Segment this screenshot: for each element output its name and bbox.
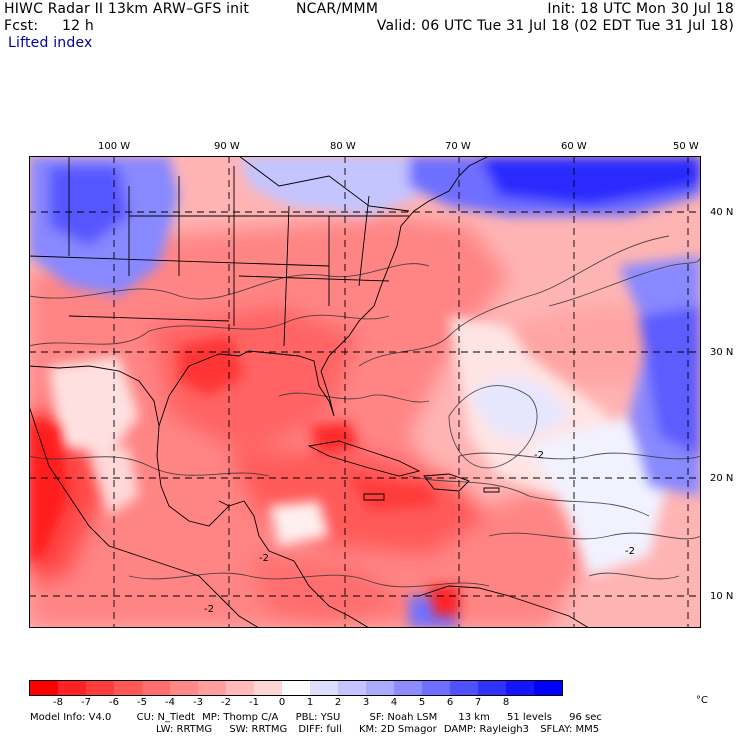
- colorbar-swatch: [338, 681, 366, 695]
- lifted-index-map: -2 -2 -2 -2: [29, 156, 701, 628]
- lon-label: 70 W: [445, 141, 471, 152]
- mp-scheme: MP: Thomp C/A: [202, 712, 279, 723]
- colorbar-tick-label: -6: [109, 697, 119, 708]
- colorbar-swatch: [58, 681, 86, 695]
- colorbar-swatch: [114, 681, 142, 695]
- colorbar-swatch: [142, 681, 170, 695]
- contour-label: -2: [534, 450, 544, 461]
- colorbar-swatch: [254, 681, 282, 695]
- lon-label: 90 W: [214, 141, 240, 152]
- sflay-scheme: SFLAY: MM5: [540, 724, 600, 735]
- fcst-label: Fcst:: [4, 18, 39, 34]
- contour-label: -2: [259, 553, 269, 564]
- colorbar-tick-label: 1: [306, 697, 314, 708]
- lon-label: 80 W: [330, 141, 356, 152]
- colorbar-swatch: [86, 681, 114, 695]
- colorbar-tick-label: 4: [390, 697, 398, 708]
- colorbar-tick-label: 3: [362, 697, 370, 708]
- fcst-value: 12 h: [62, 18, 94, 34]
- colorbar-tick-label: -1: [249, 697, 259, 708]
- contour-label: -2: [625, 546, 635, 557]
- resolution: 13 km: [458, 712, 490, 723]
- colorbar-unit: °C: [696, 695, 708, 706]
- lat-label: 40 N: [710, 207, 734, 218]
- lon-label: 100 W: [98, 141, 131, 152]
- diff-scheme: DIFF: full: [298, 724, 342, 735]
- colorbar-tick-label: -7: [81, 697, 91, 708]
- colorbar-swatch: [226, 681, 254, 695]
- lw-scheme: LW: RRTMG: [156, 724, 213, 735]
- colorbar-tick-label: 2: [334, 697, 342, 708]
- timestep: 96 sec: [569, 712, 602, 723]
- colorbar-tick-label: 0: [278, 697, 286, 708]
- colorbar-swatch: [394, 681, 422, 695]
- colorbar-tick-label: -4: [165, 697, 175, 708]
- km-scheme: KM: 2D Smagor: [358, 724, 437, 735]
- graticule: [29, 156, 701, 628]
- colorbar-tick-label: -5: [137, 697, 147, 708]
- colorbar-tick-label: 7: [474, 697, 482, 708]
- colorbar-tick-label: -3: [193, 697, 203, 708]
- coastlines: [29, 156, 590, 628]
- init-time: Init: 18 UTC Mon 30 Jul 18: [547, 1, 734, 17]
- colorbar-swatch: [170, 681, 198, 695]
- valid-time: Valid: 06 UTC Tue 31 Jul 18 (02 EDT Tue …: [376, 18, 734, 34]
- lat-label: 20 N: [710, 473, 734, 484]
- colorbar-swatch: [478, 681, 506, 695]
- field-name: Lifted index: [8, 35, 93, 51]
- contour-lines: [29, 235, 701, 588]
- org-label: NCAR/MMM: [296, 1, 379, 17]
- levels: 51 levels: [507, 712, 552, 723]
- lon-label: 50 W: [673, 141, 699, 152]
- colorbar-swatch: [534, 681, 562, 695]
- colorbar-tick-label: -2: [221, 697, 231, 708]
- map-frame: [29, 156, 701, 628]
- colorbar-swatch: [450, 681, 478, 695]
- pbl-scheme: PBL: YSU: [295, 712, 341, 723]
- damp-scheme: DAMP: Rayleigh3: [443, 724, 530, 735]
- colorbar-swatch: [310, 681, 338, 695]
- colorbar-tick-label: -8: [53, 697, 63, 708]
- model-version: Model Info: V4.0: [30, 712, 112, 723]
- sw-scheme: SW: RRTMG: [229, 724, 288, 735]
- colorbar-swatch: [366, 681, 394, 695]
- lon-label: 60 W: [561, 141, 587, 152]
- colorbar-swatch: [506, 681, 534, 695]
- colorbar-swatch: [422, 681, 450, 695]
- cu-scheme: CU: N_Tiedt: [136, 712, 195, 723]
- colorbar-tick-label: 6: [446, 697, 454, 708]
- contour-label: -2: [204, 604, 214, 615]
- colorbar-tick-label: 8: [502, 697, 510, 708]
- lat-label: 10 N: [710, 591, 734, 602]
- colorbar-tick-label: 5: [418, 697, 426, 708]
- colorbar-swatch: [198, 681, 226, 695]
- model-title: HIWC Radar II 13km ARW–GFS init: [4, 1, 250, 17]
- colorbar: [29, 680, 563, 696]
- colorbar-swatch: [282, 681, 310, 695]
- sf-scheme: SF: Noah LSM: [369, 712, 438, 723]
- colorbar-swatch: [30, 681, 58, 695]
- field-shading: [29, 156, 701, 628]
- lat-label: 30 N: [710, 347, 734, 358]
- model-info-line2: LW: RRTMG SW: RRTMG DIFF: full KM: 2D Sm…: [156, 724, 599, 736]
- model-info-line1: Model Info: V4.0 CU: N_Tiedt MP: Thomp C…: [30, 712, 602, 724]
